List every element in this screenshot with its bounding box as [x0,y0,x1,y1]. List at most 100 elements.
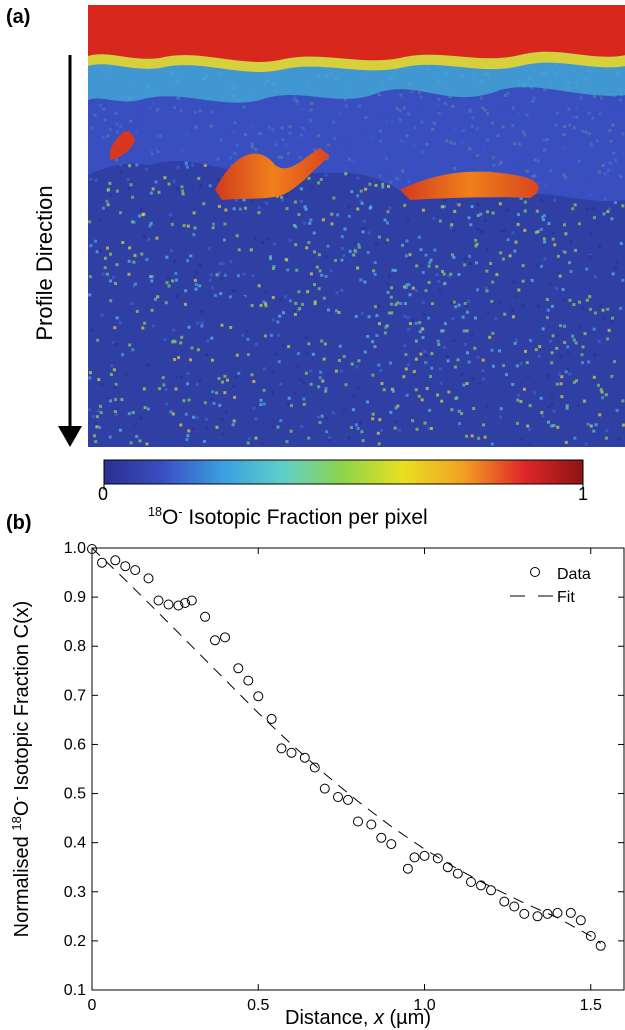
map-pixel [431,302,434,306]
map-pixel [405,239,409,243]
x-tick-label: 1.5 [580,997,602,1014]
data-point [120,561,131,572]
fit-line [91,547,601,944]
map-pixel [528,404,532,408]
map-pixel [184,161,188,165]
map-pixel [383,331,387,335]
map-pixel [222,238,226,242]
map-pixel [572,338,576,342]
map-pixel [237,248,241,252]
map-pixel [457,273,461,276]
map-pixel [517,288,521,292]
map-pixel [324,389,328,393]
map-pixel [202,439,206,443]
map-pixel [484,286,488,290]
map-pixel [408,256,412,260]
map-pixel [218,262,222,265]
map-pixel [130,302,134,305]
map-pixel [300,424,304,428]
map-pixel [371,373,375,377]
map-pixel [115,316,119,320]
map-pixel [614,266,618,269]
map-pixel [588,295,592,299]
map-pixel [121,241,125,244]
map-pixel [319,178,323,181]
map-pixel [471,377,475,381]
map-pixel [481,358,485,362]
map-pixel [621,399,625,403]
map-pixel [184,163,188,167]
map-pixel [452,256,456,259]
map-pixel [170,222,174,226]
map-pixel [327,438,331,442]
map-pixel [482,423,486,427]
map-pixel [278,314,282,318]
map-pixel [161,376,165,380]
map-pixel [418,321,422,325]
map-pixel [438,289,442,293]
map-pixel [257,211,261,215]
map-pixel [505,208,509,212]
map-pixel [302,402,306,406]
map-pixel [460,373,464,377]
map-pixel [294,225,298,229]
map-pixel [468,262,472,266]
map-pixel [371,412,375,416]
map-pixel [340,235,344,239]
data-point [309,762,320,773]
map-pixel [564,232,568,236]
map-pixel [615,408,619,412]
map-pixel [242,295,246,299]
map-pixel [437,343,441,346]
map-pixel [330,222,334,226]
map-pixel [262,402,266,406]
map-pixel [614,201,617,205]
map-pixel [338,344,342,348]
profile-arrow [58,55,82,447]
map-pixel [559,324,563,328]
map-pixel [521,304,525,308]
map-pixel [503,312,507,316]
map-pixel [195,416,199,420]
map-pixel [452,228,456,232]
data-point [595,940,606,951]
map-pixel [119,171,123,175]
map-pixel [193,275,197,279]
map-pixel [425,387,429,390]
map-pixel [443,282,447,286]
map-pixel [363,280,367,284]
map-pixel [445,355,449,359]
map-pixel [366,250,370,254]
map-pixel [409,322,412,326]
map-pixel [131,411,135,415]
data-point [542,908,553,919]
map-pixel [399,302,403,306]
data-point [552,907,563,918]
map-pixel [353,242,357,246]
map-pixel [308,221,312,225]
map-pixel [142,234,146,238]
map-pixel [109,193,112,197]
map-pixel [615,260,619,264]
map-pixel [413,373,417,377]
map-pixel [513,341,517,345]
map-pixel [134,422,138,426]
map-pixel [581,345,585,349]
map-pixel [109,299,113,303]
map-pixel [360,430,364,434]
map-pixel [440,329,444,333]
map-pixel [613,360,617,364]
map-pixel [114,382,118,386]
map-pixel [324,387,328,390]
map-pixel [505,373,508,377]
data-point [386,839,397,850]
map-pixel [566,345,570,349]
map-pixel [593,275,597,279]
map-pixel [591,206,595,210]
map-pixel [336,213,340,217]
map-pixel [205,427,209,430]
map-pixel [115,189,119,193]
map-pixel [380,382,384,385]
map-pixel [394,303,398,307]
map-pixel [220,323,224,327]
